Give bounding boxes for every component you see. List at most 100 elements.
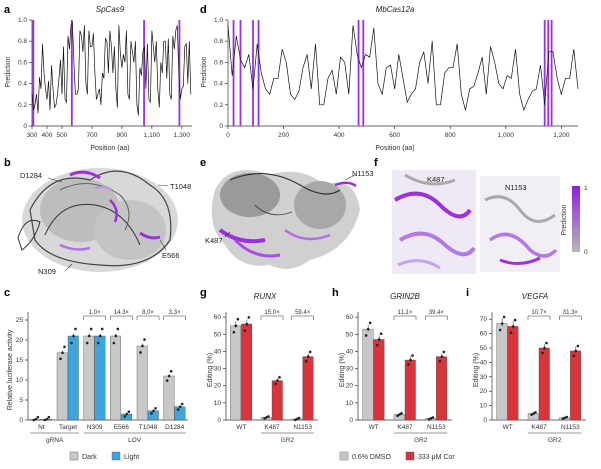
panel-c: c Relative luciferase activity 0 5 10 15 20 2…: [4, 287, 188, 444]
point-i-0-2-0: [561, 417, 565, 420]
annotation-e-n1153: N1153: [352, 169, 374, 178]
prediction-colorbar: [572, 186, 580, 252]
point-i-0-0-1: [500, 322, 504, 325]
point-g-1-0-1: [245, 322, 249, 326]
panel-h-ytick-label-2: 20: [346, 383, 354, 390]
panel-a-xtick-label-1: 400: [42, 132, 53, 139]
point-c-1-4-2: [154, 406, 157, 410]
panel-d-xtick-label-4: 800: [445, 132, 456, 139]
panel-i-ylabel: Editing (%): [473, 353, 480, 387]
panel-a-ylabel: Prediction: [5, 56, 12, 87]
panel-g-xtick-label-0: WT: [236, 424, 246, 431]
panel-h-title: GRIN2B: [390, 292, 420, 301]
panel-c-ylabel: Relative luciferase activity: [7, 329, 14, 410]
point-c-0-2-1: [87, 334, 91, 338]
panel-i-sig-bracket-1: [559, 315, 582, 320]
panel-i-label: i: [466, 287, 469, 299]
point-i-1-2-2: [576, 344, 580, 348]
panel-d-xlabel: Position (aa): [375, 145, 414, 152]
panel-a-prediction-line: [31, 21, 192, 116]
point-i-1-0-1: [511, 325, 515, 328]
panel-a-ytick-label-3: 0.6: [18, 59, 27, 66]
panel-g-ytick-label-6: 60: [214, 314, 222, 321]
colorbar-label: Prediction: [561, 204, 568, 235]
legend-dark-swatch: [69, 451, 79, 461]
panel-a-xtick-label-5: 1,100: [144, 132, 161, 139]
panel-c-xtick-label-2: N309: [87, 424, 103, 431]
point-c-1-1-2: [74, 327, 77, 331]
point-g-1-2-2: [308, 350, 312, 354]
point-c-0-3-1: [114, 334, 118, 338]
panel-c-sig-label-2: 8.0×: [142, 310, 154, 316]
bar-i-0-6-dmso-wt: [496, 323, 508, 421]
panel-d-ytick-label-4: 0.8: [214, 38, 223, 45]
panel-h-ytick-label-6: 60: [346, 314, 354, 321]
point-h-1-1-1: [409, 358, 412, 362]
panel-c-xtick-label-3: E566: [114, 424, 130, 431]
point-c-1-2-1: [98, 334, 102, 338]
point-h-0-2-0: [427, 418, 431, 421]
panel-h-sig-bracket-0: [393, 315, 417, 320]
panel-d-title: MbCas12a: [376, 5, 415, 14]
point-h-1-1-2: [411, 354, 414, 357]
panel-h-group-label-1: GR2: [414, 437, 428, 444]
panel-h-ylabel: Editing (%): [339, 353, 346, 387]
point-c-0-0-1: [34, 417, 38, 421]
point-g-0-1-1: [265, 416, 268, 419]
point-c-0-1-2: [63, 345, 66, 349]
panel-i: i VEGFA Editing (%) 0 10 20 30 40 50 60 70 WT K48…: [466, 287, 586, 444]
legend-cor-swatch: [405, 451, 415, 461]
point-g-1-1-2: [278, 376, 281, 379]
panel-g-sig-bracket-0: [260, 315, 284, 320]
panel-a: a SpCas9 Prediction Position (aa) 0 0.2 0.…: [4, 4, 192, 152]
bar-c-dark-t1048: [136, 345, 148, 421]
panel-i-group-label-1: GR2: [548, 437, 562, 444]
point-h-1-2-2: [442, 350, 446, 354]
panel-c-group-label-2: LOV: [128, 437, 142, 444]
panel-c-ytick-label-5: 25: [16, 317, 24, 324]
point-h-0-2-2: [431, 416, 435, 419]
point-h-0-2-1: [429, 417, 433, 420]
panel-f-label: f: [374, 157, 378, 169]
bar-g-333-m-cor-n1153: [302, 356, 314, 421]
panel-d-ytick-label-0: 0: [219, 123, 223, 130]
point-c-1-4-1: [152, 409, 155, 413]
point-g-0-0-0: [232, 330, 236, 334]
panel-h-ytick-label-0: 0: [349, 417, 353, 424]
panel-g-ytick-label-1: 10: [214, 400, 222, 407]
bar-i-333-m-cor-n1153: [570, 350, 582, 421]
panel-g-ytick-label-4: 40: [214, 348, 222, 355]
spcas9-structure-image: [17, 168, 178, 272]
panel-a-ytick-label-0: 0: [23, 123, 27, 130]
panel-c-ytick-label-4: 20: [16, 337, 24, 344]
point-h-0-0-1: [366, 327, 370, 331]
panel-g-xtick-label-1: K487: [264, 424, 280, 431]
annotation-f-k487: K487: [427, 175, 445, 184]
bar-c-light-target: [67, 335, 79, 421]
point-i-1-0-0: [509, 331, 513, 335]
point-h-1-0-2: [379, 332, 383, 336]
bar-c-dark-e566: [110, 335, 122, 421]
panel-c-sig-label-1: 14.3×: [114, 310, 130, 316]
point-c-0-4-2: [143, 338, 146, 341]
point-c-0-5-0: [165, 379, 169, 382]
panel-c-sig-bracket-3: [163, 315, 186, 320]
point-g-0-1-2: [267, 415, 270, 418]
panel-h-sig-label-0: 11.1×: [398, 310, 413, 316]
annotation-d1284: D1284: [20, 171, 42, 180]
panel-a-xtick-label-6: 1,300: [174, 132, 191, 139]
point-h-1-2-0: [438, 359, 442, 363]
legend-light-label: Light: [124, 454, 139, 461]
point-i-0-1-2: [534, 411, 537, 414]
bar-g-333-m-cor-k487: [271, 380, 283, 421]
panel-i-title: VEGFA: [522, 292, 549, 301]
panel-g-sig-label-1: 59.4×: [295, 310, 311, 316]
bar-g-333-m-cor-wt: [241, 323, 253, 421]
point-c-1-2-2: [100, 327, 104, 331]
panel-i-ytick-label-1: 10: [480, 403, 488, 410]
point-c-0-0-2: [36, 415, 40, 419]
annotation-t1048: T1048: [170, 182, 191, 191]
point-i-1-2-1: [574, 349, 578, 353]
bar-c-dark-d1284: [163, 375, 175, 421]
